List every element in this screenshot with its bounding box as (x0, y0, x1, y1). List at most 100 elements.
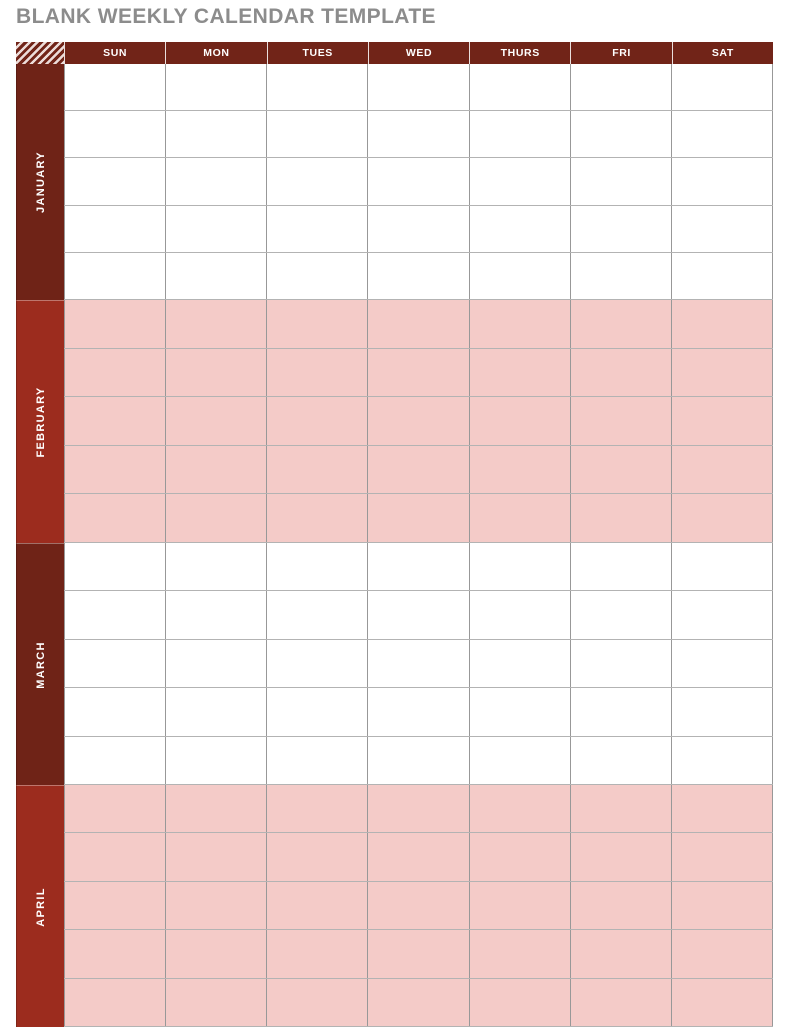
week-row (64, 64, 773, 112)
calendar-cell (266, 833, 368, 881)
calendar-cell (64, 158, 166, 205)
calendar-cell (266, 158, 368, 205)
corner-hatch-cell (16, 42, 64, 64)
calendar-cell (266, 445, 368, 494)
calendar-cell (367, 494, 469, 542)
calendar-cell (367, 252, 469, 300)
page-title: BLANK WEEKLY CALENDAR TEMPLATE (16, 5, 436, 28)
month-grid-february (64, 300, 773, 543)
week-row (64, 639, 773, 689)
week-row (64, 397, 773, 446)
calendar-cell (266, 736, 368, 785)
calendar-cell (569, 348, 671, 397)
calendar-cell (266, 881, 368, 930)
calendar-cell (670, 785, 773, 833)
calendar-cell (165, 445, 267, 494)
calendar-cell (569, 543, 671, 591)
calendar-cell (266, 205, 368, 252)
calendar-cell (670, 881, 773, 930)
calendar-cell (569, 978, 671, 1027)
calendar-cell (367, 978, 469, 1027)
calendar-cell (569, 252, 671, 300)
week-row (64, 445, 773, 495)
calendar-cell (569, 881, 671, 930)
calendar-cell (468, 785, 570, 833)
calendar-cell (468, 543, 570, 591)
calendar-cell (367, 445, 469, 494)
calendar-cell (569, 64, 671, 111)
calendar-cell (670, 978, 773, 1027)
month-sidebar-april: APRIL (16, 785, 64, 1027)
week-row (64, 930, 773, 979)
calendar-cell (569, 833, 671, 881)
calendar-cell (367, 736, 469, 785)
day-header-row: SUN MON TUES WED THURS FRI SAT (16, 42, 773, 64)
calendar-cell (468, 978, 570, 1027)
day-header-sun: SUN (64, 42, 166, 64)
month-label-april: APRIL (34, 886, 47, 927)
calendar-cell (266, 785, 368, 833)
calendar-cell (367, 881, 469, 930)
calendar-cell (165, 205, 267, 252)
calendar-cell (266, 111, 368, 158)
calendar-cell (367, 205, 469, 252)
calendar-cell (670, 397, 773, 445)
calendar-cell (64, 494, 166, 542)
calendar-cell (165, 543, 267, 591)
calendar-cell (165, 785, 267, 833)
calendar-cell (165, 833, 267, 881)
calendar-cell (266, 978, 368, 1027)
week-row (64, 252, 773, 301)
calendar-cell (165, 978, 267, 1027)
calendar-cell (266, 688, 368, 736)
week-row (64, 158, 773, 206)
calendar-cell (468, 881, 570, 930)
calendar-cell (670, 833, 773, 881)
calendar-cell (165, 397, 267, 445)
calendar-cell (266, 397, 368, 445)
calendar-cell (165, 881, 267, 930)
calendar-cell (468, 300, 570, 348)
calendar-cell (468, 445, 570, 494)
calendar-cell (64, 252, 166, 300)
calendar-cell (468, 205, 570, 252)
calendar-cell (569, 445, 671, 494)
calendar-cell (670, 494, 773, 542)
calendar-cell (64, 978, 166, 1027)
calendar-cell (266, 348, 368, 397)
calendar-cell (64, 688, 166, 736)
calendar-cell (468, 736, 570, 785)
week-row (64, 111, 773, 159)
calendar-cell (367, 639, 469, 688)
calendar-cell (468, 397, 570, 445)
day-header-fri: FRI (570, 42, 672, 64)
calendar-cell (468, 348, 570, 397)
calendar-cell (367, 833, 469, 881)
week-row (64, 688, 773, 737)
calendar-cell (64, 348, 166, 397)
calendar-cell (670, 205, 773, 252)
calendar-cell (569, 300, 671, 348)
month-section-march: MARCH (16, 543, 773, 786)
calendar-cell (468, 833, 570, 881)
calendar-cell (165, 688, 267, 736)
calendar-cell (165, 494, 267, 542)
calendar-cell (569, 930, 671, 978)
calendar-cell (266, 591, 368, 639)
calendar-cell (367, 64, 469, 111)
day-header-thurs: THURS (469, 42, 571, 64)
week-row (64, 494, 773, 543)
calendar-cell (569, 397, 671, 445)
calendar-cell (468, 64, 570, 111)
calendar-cell (165, 64, 267, 111)
calendar-table: SUN MON TUES WED THURS FRI SAT JANUARY FEBRUARY… (16, 42, 773, 1027)
day-header-wed: WED (367, 42, 470, 64)
calendar-cell (670, 543, 773, 591)
calendar-cell (569, 639, 671, 688)
calendar-cell (367, 688, 469, 736)
calendar-cell (64, 397, 166, 445)
calendar-cell (165, 591, 267, 639)
calendar-cell (64, 111, 166, 158)
calendar-cell (266, 494, 368, 542)
calendar-cell (569, 111, 671, 158)
